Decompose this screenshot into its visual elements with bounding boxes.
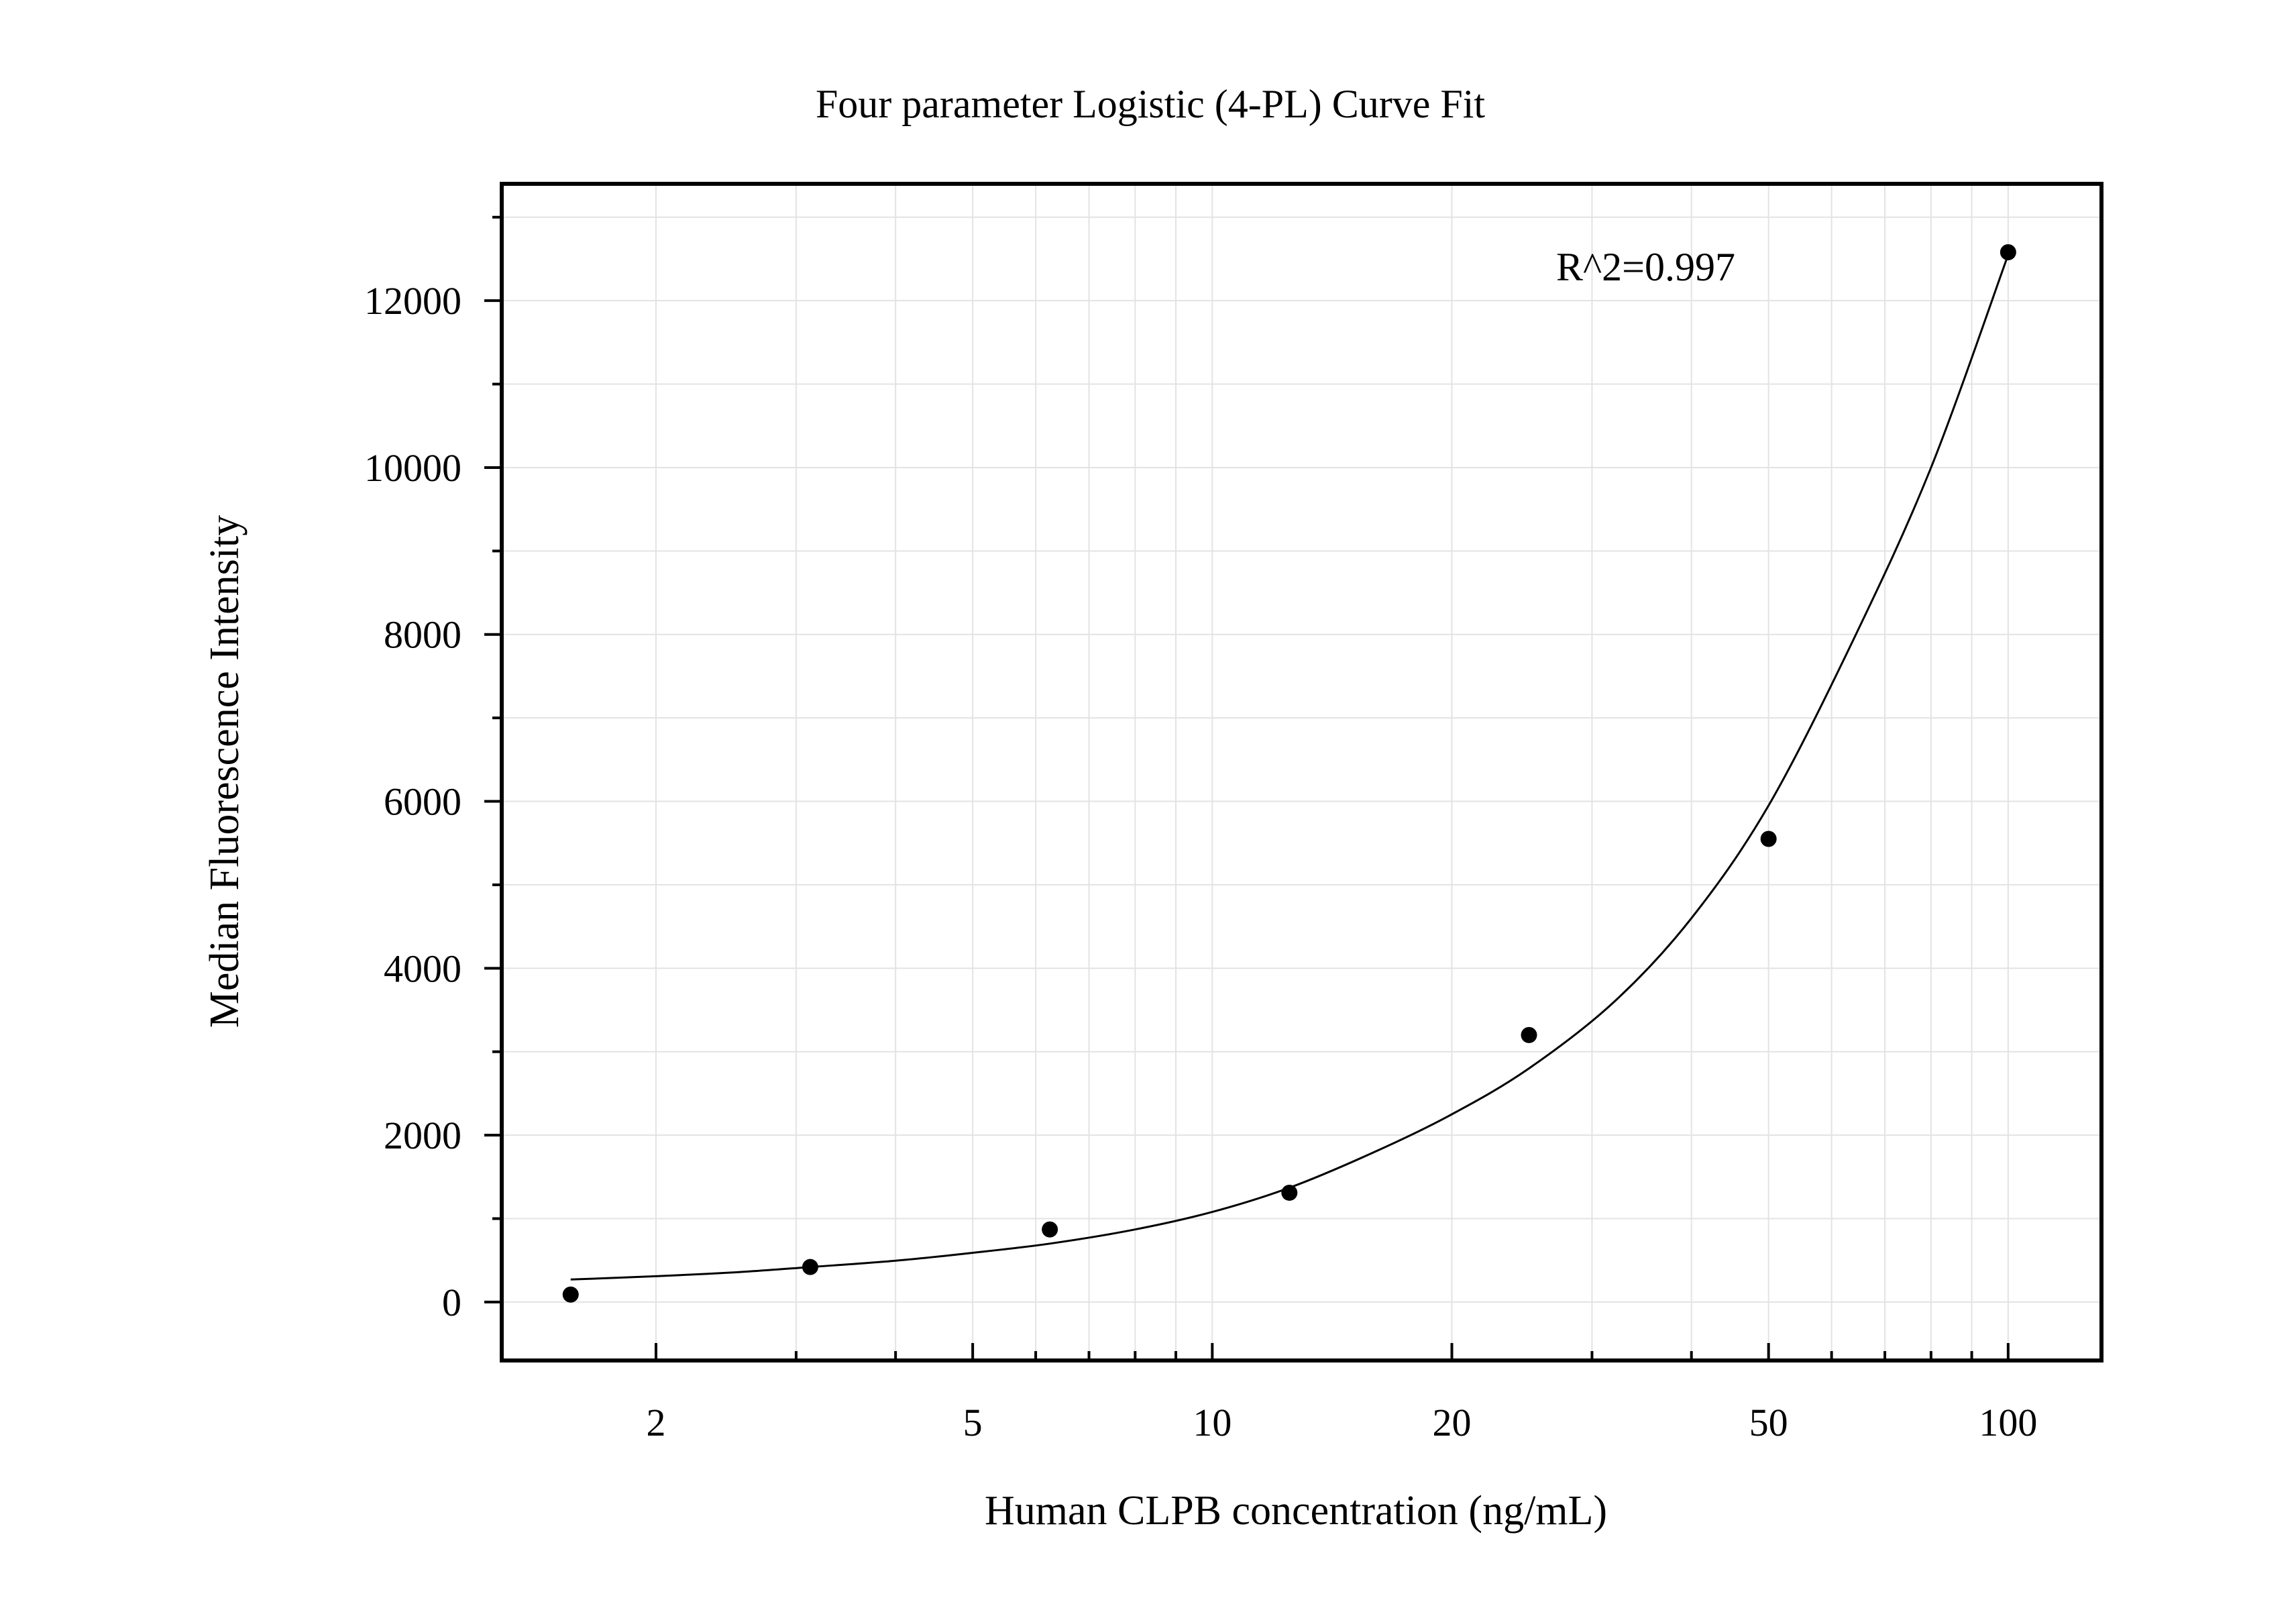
y-tick-label: 6000 (384, 780, 461, 824)
y-tick-label: 0 (442, 1281, 461, 1324)
data-point (562, 1286, 579, 1303)
data-point (1042, 1221, 1058, 1238)
data-points (562, 244, 2016, 1303)
x-tick-label: 20 (1433, 1401, 1472, 1444)
x-axis: 2 5 10 20 50 100 (646, 1343, 2037, 1444)
y-tick-label: 4000 (384, 947, 461, 990)
fit-curve (570, 254, 2010, 1281)
grid (502, 184, 2101, 1360)
y-tick-label: 10000 (364, 446, 461, 490)
y-tick-label: 2000 (384, 1114, 461, 1157)
y-tick-label: 8000 (384, 613, 461, 657)
x-tick-label: 100 (1979, 1401, 2037, 1444)
data-point (802, 1259, 818, 1275)
fit-curve-layer (570, 254, 2010, 1281)
r-squared-annotation: R^2=0.997 (1556, 245, 1735, 289)
data-point (1760, 831, 1777, 847)
chart-title: Four parameter Logistic (4-PL) Curve Fit (816, 82, 1485, 126)
x-axis-label: Human CLPB concentration (ng/mL) (985, 1488, 1607, 1534)
y-tick-label: 12000 (364, 279, 461, 323)
y-axis: 0 2000 4000 6000 8000 10000 12000 (364, 215, 502, 1324)
data-point (1521, 1026, 1537, 1043)
x-tick-label: 5 (963, 1401, 983, 1444)
plot-frame (500, 182, 2103, 1362)
x-tick-label: 10 (1193, 1401, 1232, 1444)
x-tick-label: 50 (1749, 1401, 1788, 1444)
y-axis-label: Median Fluorescence Intensity (202, 515, 248, 1028)
data-point (2000, 244, 2016, 261)
data-point (1281, 1184, 1298, 1201)
x-tick-label: 2 (646, 1401, 665, 1444)
